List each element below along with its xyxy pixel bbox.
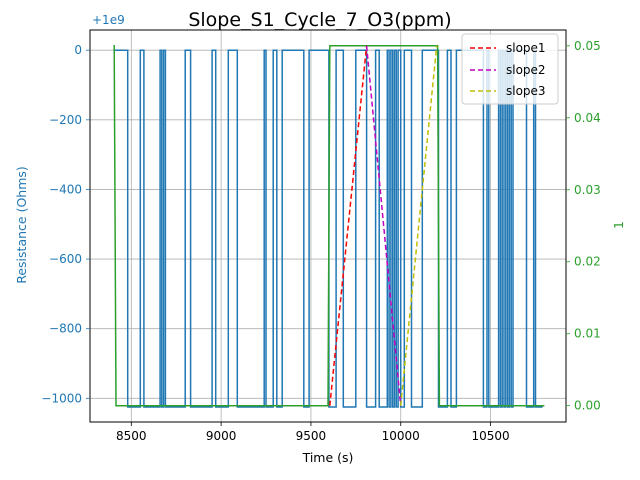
y-tick-label: −800 xyxy=(49,322,82,336)
x-tick-label: 9500 xyxy=(296,429,327,443)
chart-title: Slope_S1_Cycle_7_O3(ppm) xyxy=(188,9,451,31)
legend: slope1 slope2 slope3 xyxy=(461,33,559,105)
y2-tick-label: 0.02 xyxy=(574,255,601,269)
y2-tick-label: 0.03 xyxy=(574,183,601,197)
series-line-o3-ppm xyxy=(113,45,545,407)
y2-axis-label: 1 xyxy=(611,221,626,229)
legend-box xyxy=(461,33,559,105)
series-line-slope1 xyxy=(329,45,368,406)
y2-tick-label: 0.05 xyxy=(574,39,601,53)
plot-area xyxy=(113,45,545,408)
y-tick-label: −400 xyxy=(49,182,82,196)
legend-label-slope2: slope2 xyxy=(506,63,546,77)
legend-label-slope1: slope1 xyxy=(506,41,546,55)
y-tick-label: −200 xyxy=(49,113,82,127)
x-tick-label: 8500 xyxy=(116,429,147,443)
y-offset-label: +1e9 xyxy=(92,13,125,27)
ticks: 8500 9000 9500 10000 10500 0 −200 −400 −600 −800 −… xyxy=(41,39,600,443)
y2-tick-label: 0.01 xyxy=(574,327,601,341)
series-line-slope3 xyxy=(399,45,438,406)
series-line-resistance xyxy=(113,49,543,408)
series-line-slope2 xyxy=(365,45,402,406)
axes-frame xyxy=(89,29,567,423)
x-tick-label: 9000 xyxy=(206,429,237,443)
x-axis-label: Time (s) xyxy=(302,450,354,465)
y2-tick-label: 0.00 xyxy=(574,399,601,413)
y-axis-label: Resistance (Ohms) xyxy=(14,166,29,284)
legend-label-slope3: slope3 xyxy=(506,84,546,98)
y-tick-label: 0 xyxy=(74,43,82,57)
x-tick-label: 10000 xyxy=(382,429,420,443)
x-tick-label: 10500 xyxy=(471,429,509,443)
y-tick-label: −1000 xyxy=(41,391,82,405)
y2-tick-label: 0.04 xyxy=(574,111,601,125)
y-tick-label: −600 xyxy=(49,252,82,266)
